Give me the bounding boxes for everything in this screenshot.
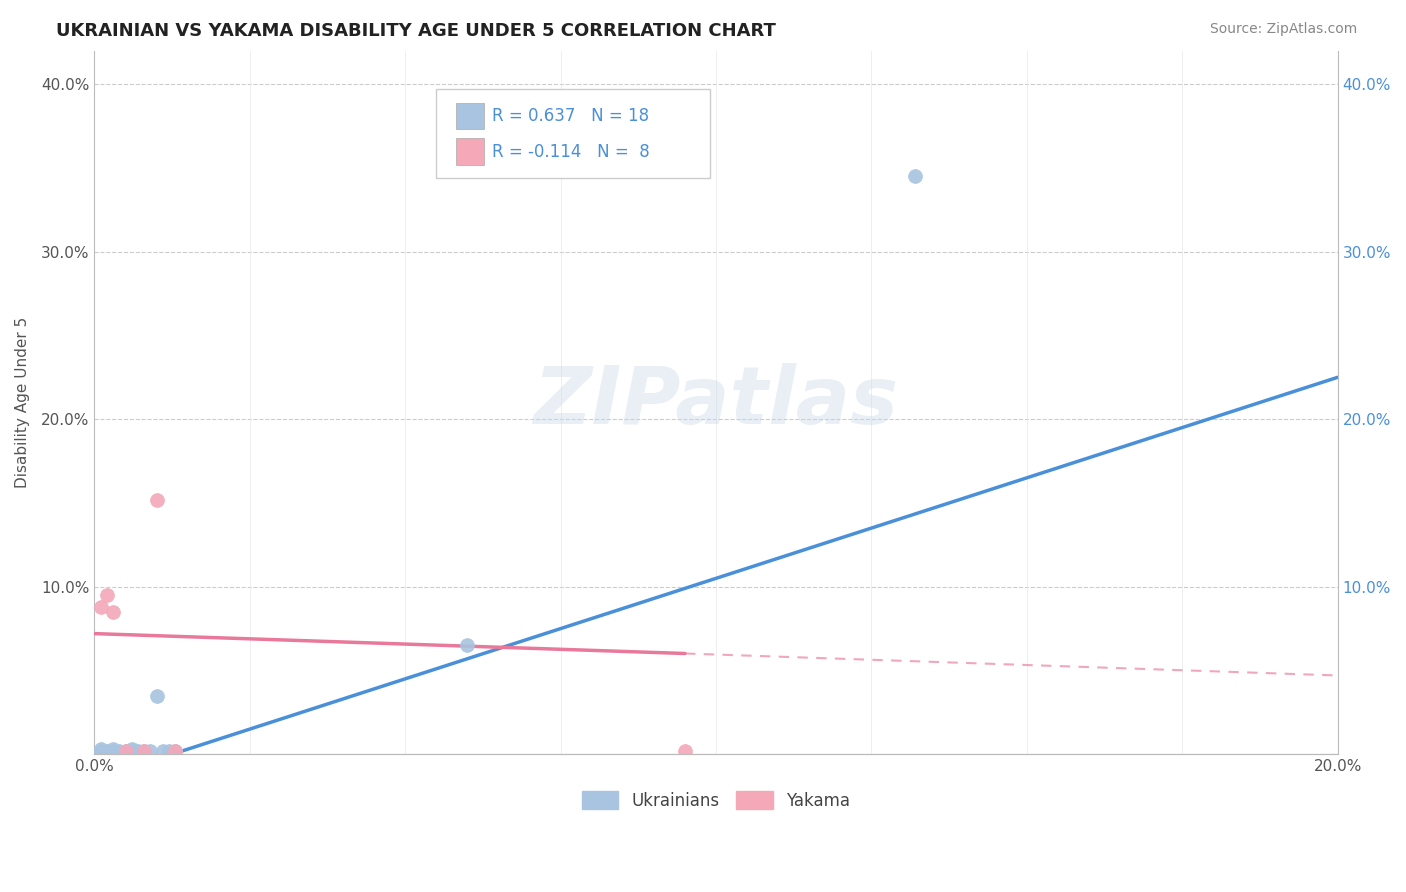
Point bbox=[90, 599, 112, 614]
Point bbox=[904, 169, 927, 184]
Legend: Ukrainians, Yakama: Ukrainians, Yakama bbox=[575, 784, 858, 816]
Point bbox=[134, 744, 156, 758]
Point bbox=[101, 744, 124, 758]
Point bbox=[121, 744, 143, 758]
Point bbox=[152, 744, 174, 758]
Point bbox=[157, 744, 180, 758]
Text: R = -0.114   N =  8: R = -0.114 N = 8 bbox=[492, 143, 650, 161]
Point bbox=[114, 744, 136, 758]
Point bbox=[134, 744, 156, 758]
Y-axis label: Disability Age Under 5: Disability Age Under 5 bbox=[15, 317, 30, 488]
Point bbox=[90, 742, 112, 756]
Point bbox=[145, 689, 167, 703]
Text: Source: ZipAtlas.com: Source: ZipAtlas.com bbox=[1209, 22, 1357, 37]
Point bbox=[145, 492, 167, 507]
Point bbox=[114, 744, 136, 758]
Point bbox=[101, 605, 124, 619]
Point bbox=[165, 744, 187, 758]
Text: UKRAINIAN VS YAKAMA DISABILITY AGE UNDER 5 CORRELATION CHART: UKRAINIAN VS YAKAMA DISABILITY AGE UNDER… bbox=[56, 22, 776, 40]
Point bbox=[121, 742, 143, 756]
Point bbox=[127, 744, 149, 758]
Point bbox=[139, 744, 162, 758]
Point bbox=[456, 638, 478, 652]
Point bbox=[165, 744, 187, 758]
Point bbox=[101, 742, 124, 756]
Point bbox=[90, 744, 112, 758]
Point bbox=[96, 588, 118, 602]
Point bbox=[108, 744, 131, 758]
Text: ZIPatlas: ZIPatlas bbox=[533, 363, 898, 442]
Text: R = 0.637   N = 18: R = 0.637 N = 18 bbox=[492, 107, 650, 125]
Point bbox=[673, 744, 696, 758]
Point bbox=[96, 744, 118, 758]
